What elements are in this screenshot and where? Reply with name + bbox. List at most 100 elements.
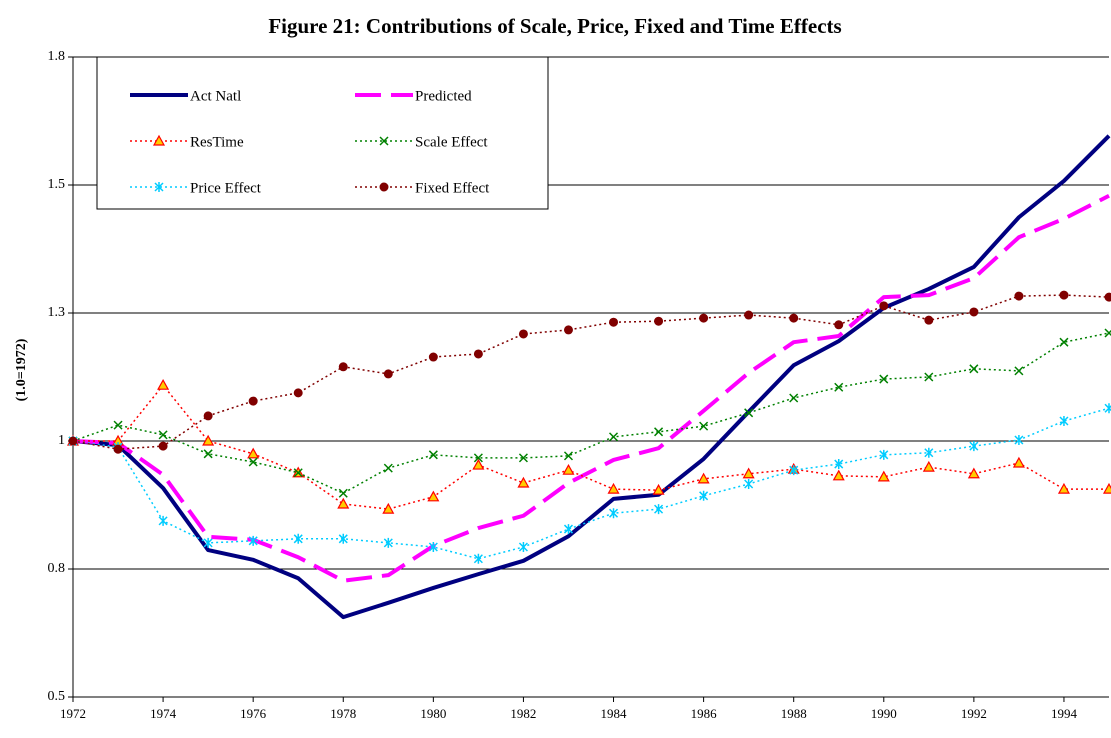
marker-part: [382, 502, 395, 514]
marker-part: [202, 434, 215, 446]
legend-label: Scale Effect: [415, 134, 488, 150]
marker: [518, 453, 528, 463]
marker: [654, 504, 664, 515]
marker: [473, 553, 483, 564]
marker: [562, 463, 575, 475]
marker-part: [879, 301, 889, 311]
x-tick-label: 1988: [781, 706, 807, 721]
marker-part: [203, 537, 213, 548]
marker: [563, 325, 573, 335]
marker-part: [113, 420, 123, 430]
marker: [1059, 290, 1069, 300]
series-line: [73, 384, 1109, 510]
marker: [967, 467, 980, 479]
marker: [379, 182, 389, 192]
marker: [1104, 403, 1111, 414]
marker-part: [293, 388, 303, 398]
x-tick-label: 1986: [691, 706, 718, 721]
marker: [248, 457, 258, 467]
marker-part: [338, 362, 348, 372]
marker: [383, 369, 393, 379]
marker: [379, 136, 389, 146]
series-line: [72, 193, 1110, 583]
marker: [113, 444, 123, 454]
marker: [1102, 482, 1111, 494]
marker: [383, 537, 393, 548]
marker: [1014, 366, 1024, 376]
series-line: [72, 134, 1111, 620]
marker-part: [1012, 456, 1025, 468]
marker: [517, 476, 530, 488]
marker-part: [68, 436, 78, 446]
x-tick-label: 1994: [1051, 706, 1078, 721]
marker: [473, 453, 483, 463]
marker: [248, 535, 258, 546]
y-tick-label: 1: [58, 433, 65, 448]
marker-part: [248, 396, 258, 406]
marker-part: [248, 535, 258, 546]
marker-part: [518, 329, 528, 339]
marker-part: [742, 467, 755, 479]
marker: [382, 502, 395, 514]
marker: [789, 465, 799, 476]
marker-part: [563, 451, 574, 461]
marker-part: [383, 463, 393, 473]
marker: [157, 378, 170, 390]
marker: [563, 451, 574, 461]
marker-part: [158, 515, 168, 526]
marker-part: [789, 313, 799, 323]
marker: [203, 411, 213, 421]
marker-part: [338, 488, 348, 498]
marker: [608, 508, 619, 519]
marker: [428, 352, 438, 362]
marker-part: [1104, 328, 1111, 338]
marker-part: [337, 497, 350, 509]
marker-part: [562, 463, 575, 475]
marker-part: [1014, 291, 1024, 301]
marker: [337, 497, 350, 509]
marker-part: [1057, 482, 1070, 494]
marker: [68, 436, 78, 446]
marker-part: [158, 430, 168, 440]
marker: [158, 441, 168, 451]
marker-part: [879, 449, 889, 460]
marker: [832, 469, 845, 481]
marker-part: [1059, 416, 1069, 427]
marker: [203, 449, 213, 459]
marker: [154, 182, 164, 192]
marker: [789, 393, 799, 403]
marker: [834, 459, 844, 470]
marker-part: [969, 441, 979, 452]
legend-label: ResTime: [190, 134, 244, 150]
marker-part: [697, 472, 710, 484]
series-line: [72, 294, 1110, 450]
marker-part: [154, 182, 164, 192]
marker-part: [518, 453, 528, 463]
marker: [152, 134, 166, 146]
marker-part: [832, 469, 845, 481]
marker: [654, 427, 664, 437]
marker-part: [247, 447, 260, 459]
x-tick-label: 1978: [330, 706, 356, 721]
marker-part: [473, 349, 483, 359]
marker: [1104, 328, 1111, 338]
marker: [472, 458, 485, 470]
x-tick-label: 1982: [510, 706, 536, 721]
marker: [1104, 292, 1111, 302]
marker-part: [152, 134, 166, 146]
marker-part: [652, 483, 665, 495]
marker: [924, 372, 934, 382]
marker-part: [1104, 403, 1111, 414]
marker: [113, 420, 123, 430]
legend-label: Price Effect: [190, 180, 262, 196]
marker-part: [607, 482, 620, 494]
marker-part: [248, 457, 258, 467]
marker-part: [563, 524, 574, 535]
marker-part: [789, 465, 799, 476]
marker-part: [428, 450, 438, 460]
marker: [699, 421, 709, 431]
x-tick-label: 1984: [601, 706, 628, 721]
marker: [338, 533, 348, 544]
marker-part: [744, 479, 754, 490]
marker-part: [744, 408, 754, 418]
